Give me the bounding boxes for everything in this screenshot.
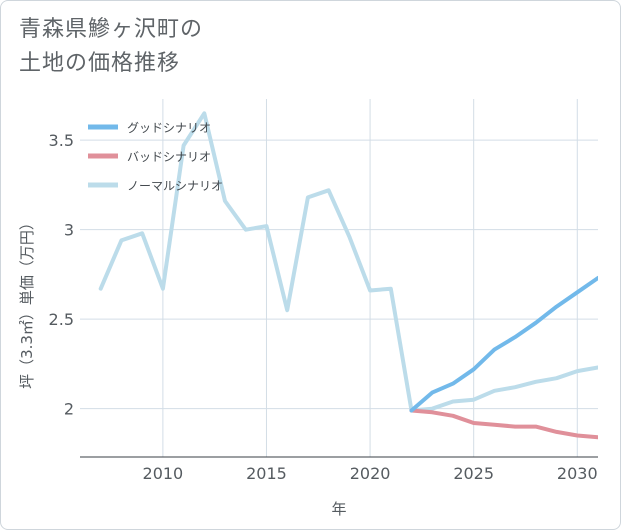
x-tick-label: 2010 — [143, 464, 184, 483]
x-tick-label: 2015 — [246, 464, 287, 483]
chart-title: 青森県鰺ヶ沢町の 土地の価格推移 — [19, 13, 203, 81]
x-tick-label: 2020 — [350, 464, 391, 483]
x-tick-label: 2025 — [453, 464, 494, 483]
y-tick-label: 3.5 — [49, 131, 74, 150]
y-axis-label: 坪（3.3㎡）単価（万円） — [18, 215, 36, 389]
legend-label: バッドシナリオ — [127, 150, 211, 164]
legend-label: ノーマルシナリオ — [127, 179, 223, 193]
y-tick-label: 2.5 — [49, 310, 74, 329]
y-tick-label: 2 — [64, 400, 74, 419]
legend-label: グッドシナリオ — [127, 121, 211, 135]
x-tick-label: 2030 — [557, 464, 598, 483]
y-tick-label: 3 — [64, 221, 74, 240]
series-line-1 — [409, 276, 598, 413]
series-line-3 — [98, 111, 598, 413]
series-layer — [98, 111, 598, 440]
x-tick-labels: 2010 2015 2020 2025 2030 — [143, 464, 598, 483]
chart-title-line-1: 青森県鰺ヶ沢町の — [19, 17, 204, 42]
y-tick-labels: 2 2.5 3 3.5 — [49, 131, 74, 419]
x-axis-label: 年 — [331, 500, 346, 518]
series-line-2 — [409, 408, 598, 440]
chart-title-line-2: 土地の価格推移 — [19, 51, 181, 76]
